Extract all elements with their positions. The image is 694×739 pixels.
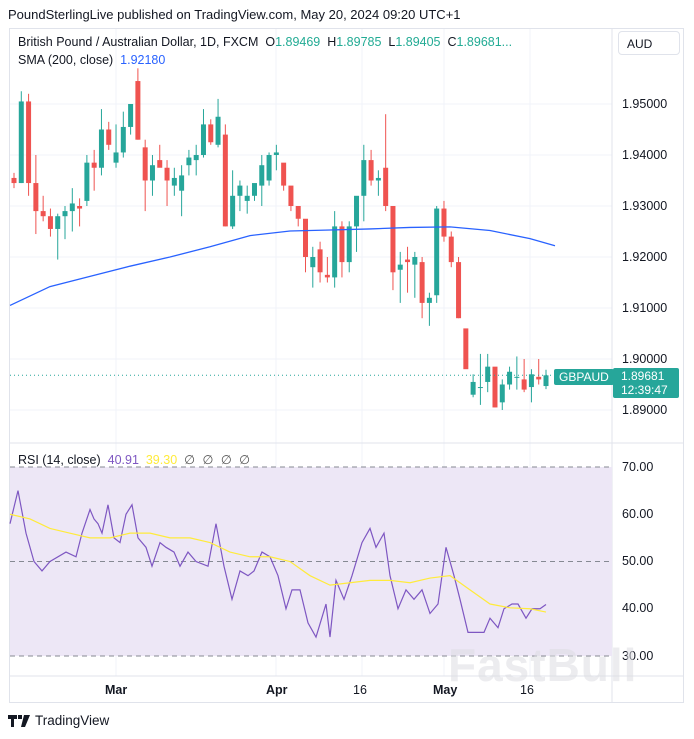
- price-tick: 1.91000: [622, 301, 668, 315]
- price-tick: 1.93000: [622, 199, 668, 213]
- brand-name: TradingView: [35, 713, 110, 728]
- tradingview-logo-icon: [8, 714, 30, 727]
- rsi-label: RSI (14, close): [18, 453, 101, 467]
- time-tick-mar: Mar: [105, 683, 128, 697]
- rsi-tick: 70.00: [622, 460, 654, 474]
- symbol-title: British Pound / Australian Dollar, 1D, F…: [18, 35, 259, 49]
- sma-value: 1.92180: [120, 53, 166, 67]
- price-tick: 1.94000: [622, 148, 668, 162]
- sma-legend[interactable]: SMA (200, close) 1.92180: [18, 53, 165, 67]
- close-value: 1.89681...: [456, 35, 513, 49]
- last-price: 1.89681: [621, 369, 665, 383]
- bar-countdown: 12:39:47: [621, 383, 668, 397]
- rsi-tick: 30.00: [622, 649, 654, 663]
- currency-button[interactable]: AUD: [618, 31, 680, 55]
- tradingview-logo[interactable]: TradingView: [8, 713, 109, 728]
- rsi-value: 40.91: [107, 453, 139, 467]
- time-tick-may: May: [433, 683, 458, 697]
- open-value: 1.89469: [275, 35, 321, 49]
- rsi-tick: 60.00: [622, 507, 654, 521]
- na-values: ∅ ∅ ∅ ∅: [184, 453, 253, 467]
- rsi-legend[interactable]: RSI (14, close) 40.91 39.30 ∅ ∅ ∅ ∅: [18, 452, 252, 467]
- high-value: 1.89785: [336, 35, 382, 49]
- symbol-legend: British Pound / Australian Dollar, 1D, F…: [18, 35, 513, 49]
- price-tick: 1.92000: [622, 250, 668, 264]
- last-price-label: 1.89681 12:39:47: [613, 368, 679, 398]
- rsi-tick: 40.00: [622, 601, 654, 615]
- price-tick: 1.90000: [622, 352, 668, 366]
- time-tick-apr: Apr: [266, 683, 288, 697]
- rsi-tick: 50.00: [622, 554, 654, 568]
- published-header: PoundSterlingLive published on TradingVi…: [8, 7, 461, 22]
- sma-label: SMA (200, close): [18, 53, 114, 67]
- price-tick: 1.95000: [622, 97, 668, 111]
- ticker-label: GBPAUD: [554, 369, 614, 385]
- low-value: 1.89405: [395, 35, 441, 49]
- time-tick-apr-16: 16: [353, 683, 367, 697]
- price-tick: 1.89000: [622, 403, 668, 417]
- chart-frame: [9, 28, 684, 703]
- watermark: FastBull: [448, 639, 638, 691]
- rsi-ma-value: 39.30: [145, 453, 178, 467]
- time-tick-may-16: 16: [520, 683, 534, 697]
